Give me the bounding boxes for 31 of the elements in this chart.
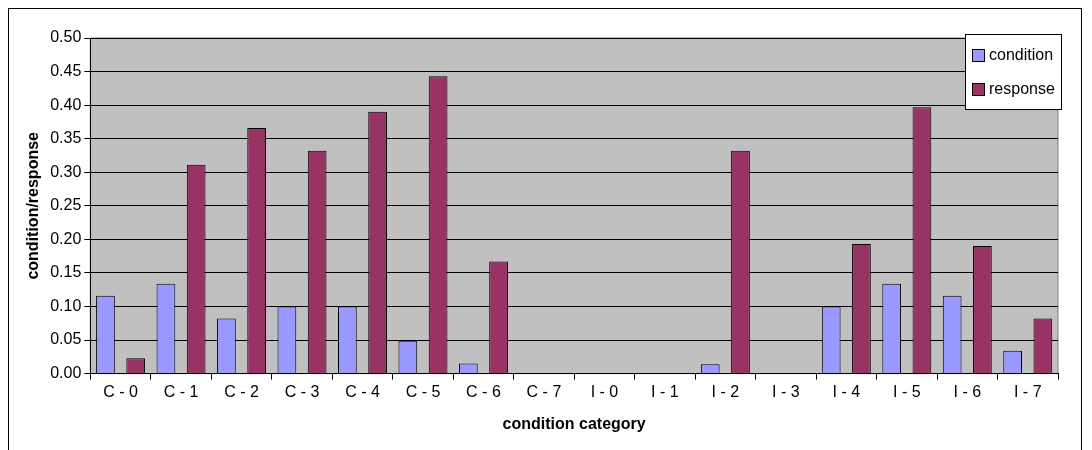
x-tick-label: I - 6 (953, 382, 982, 400)
x-tick-label: C - 7 (526, 382, 562, 400)
y-tick-label: 0.05 (50, 330, 82, 348)
y-tick-label: 0.15 (50, 263, 82, 281)
y-tick-label: 0.10 (50, 296, 82, 314)
x-tick-label: C - 0 (103, 382, 139, 400)
x-tick-label: I - 4 (832, 382, 861, 400)
x-tick-label: I - 1 (651, 382, 679, 400)
legend-label: condition (989, 45, 1054, 65)
y-tick-label: 0.30 (50, 162, 82, 180)
y-tick-label: 0.20 (50, 229, 82, 247)
y-tick-label: 0.35 (50, 129, 82, 147)
x-tick-label: C - 6 (466, 382, 501, 400)
x-tick-label: I - 3 (772, 382, 800, 400)
x-tick-label: I - 0 (590, 382, 619, 400)
y-tick-label: 0.45 (50, 61, 82, 79)
x-tick-label: I - 5 (893, 382, 921, 400)
y-tick-label: 0.00 (50, 364, 82, 382)
y-tick-label: 0.25 (50, 196, 82, 214)
y-tick-label: 0.40 (50, 95, 82, 113)
x-tick-label: I - 7 (1013, 382, 1042, 400)
x-tick-label: C - 2 (224, 382, 259, 400)
y-axis-title: condition/response (24, 131, 42, 280)
y-tick-label: 0.50 (50, 28, 82, 46)
x-tick-label: C - 4 (345, 382, 380, 400)
x-tick-label: I - 2 (711, 382, 740, 400)
x-tick-label: C - 5 (405, 382, 441, 400)
legend-label: response (989, 79, 1055, 99)
x-tick-label: C - 3 (284, 382, 320, 400)
x-axis-title: condition category (502, 414, 646, 432)
x-tick-label: C - 1 (163, 382, 199, 400)
